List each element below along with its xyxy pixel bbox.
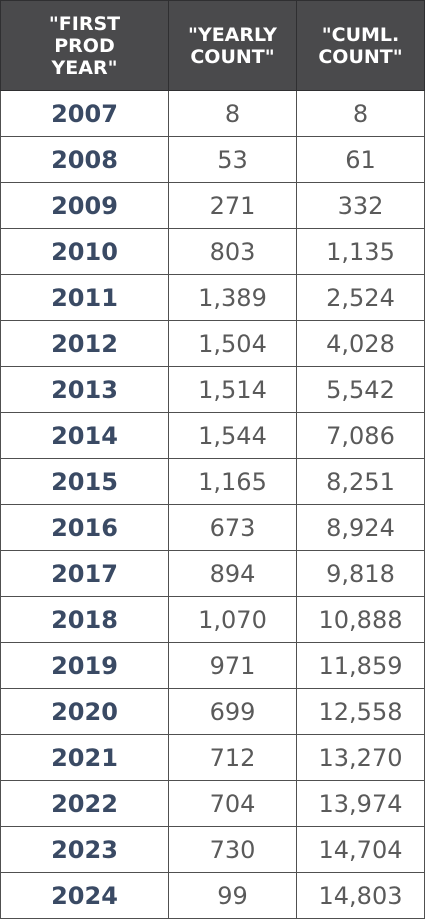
table-row: 2023 730 14,704 [0, 826, 425, 873]
header-line: "CUML. [321, 23, 400, 46]
cell-yearly-count: 99 [168, 872, 297, 919]
cell-first-prod-year: 2011 [0, 274, 169, 321]
cell-first-prod-year: 2017 [0, 550, 169, 597]
table-row: 2009 271 332 [0, 182, 425, 229]
cell-cuml-count: 9,818 [296, 550, 425, 597]
cell-first-prod-year: 2015 [0, 458, 169, 505]
cell-yearly-count: 803 [168, 228, 297, 275]
cell-cuml-count: 14,704 [296, 826, 425, 873]
header-line: "FIRST [48, 12, 121, 35]
cell-first-prod-year: 2022 [0, 780, 169, 827]
table-body: 2007 8 8 2008 53 61 2009 271 332 2010 803 1,135 2011… [0, 90, 425, 919]
cell-yearly-count: 1,544 [168, 412, 297, 459]
cell-cuml-count: 61 [296, 136, 425, 183]
header-line: YEAR" [51, 56, 118, 79]
cell-yearly-count: 1,514 [168, 366, 297, 413]
table-row: 2013 1,514 5,542 [0, 366, 425, 413]
cell-cuml-count: 14,803 [296, 872, 425, 919]
table-row: 2011 1,389 2,524 [0, 274, 425, 321]
cell-yearly-count: 894 [168, 550, 297, 597]
cell-yearly-count: 1,070 [168, 596, 297, 643]
table-row: 2014 1,544 7,086 [0, 412, 425, 459]
cell-yearly-count: 971 [168, 642, 297, 689]
cell-cuml-count: 7,086 [296, 412, 425, 459]
cell-first-prod-year: 2021 [0, 734, 169, 781]
cell-first-prod-year: 2014 [0, 412, 169, 459]
cell-first-prod-year: 2013 [0, 366, 169, 413]
cell-first-prod-year: 2019 [0, 642, 169, 689]
header-yearly-count: "YEARLY COUNT" [168, 0, 297, 91]
cell-yearly-count: 704 [168, 780, 297, 827]
table-row: 2024 99 14,803 [0, 872, 425, 919]
cell-yearly-count: 730 [168, 826, 297, 873]
cell-yearly-count: 271 [168, 182, 297, 229]
cell-cuml-count: 2,524 [296, 274, 425, 321]
cell-first-prod-year: 2016 [0, 504, 169, 551]
cell-yearly-count: 712 [168, 734, 297, 781]
cell-first-prod-year: 2010 [0, 228, 169, 275]
cell-first-prod-year: 2012 [0, 320, 169, 367]
cell-first-prod-year: 2023 [0, 826, 169, 873]
cell-cuml-count: 5,542 [296, 366, 425, 413]
cell-first-prod-year: 2009 [0, 182, 169, 229]
cell-cuml-count: 13,974 [296, 780, 425, 827]
table-row: 2019 971 11,859 [0, 642, 425, 689]
cell-cuml-count: 4,028 [296, 320, 425, 367]
table-row: 2016 673 8,924 [0, 504, 425, 551]
cell-cuml-count: 13,270 [296, 734, 425, 781]
cell-cuml-count: 11,859 [296, 642, 425, 689]
cell-yearly-count: 1,165 [168, 458, 297, 505]
cell-first-prod-year: 2008 [0, 136, 169, 183]
header-line: COUNT" [190, 45, 275, 68]
table-row: 2022 704 13,974 [0, 780, 425, 827]
header-line: "YEARLY [188, 23, 277, 46]
cell-cuml-count: 8,924 [296, 504, 425, 551]
table-row: 2015 1,165 8,251 [0, 458, 425, 505]
cell-cuml-count: 332 [296, 182, 425, 229]
cell-first-prod-year: 2007 [0, 90, 169, 137]
cell-cuml-count: 12,558 [296, 688, 425, 735]
table-row: 2010 803 1,135 [0, 228, 425, 275]
header-line: COUNT" [318, 45, 403, 68]
cell-yearly-count: 8 [168, 90, 297, 137]
header-first-prod-year: "FIRST PROD YEAR" [0, 0, 169, 91]
cell-yearly-count: 1,504 [168, 320, 297, 367]
table-row: 2007 8 8 [0, 90, 425, 137]
cell-yearly-count: 53 [168, 136, 297, 183]
table-row: 2017 894 9,818 [0, 550, 425, 597]
cell-first-prod-year: 2020 [0, 688, 169, 735]
cell-cuml-count: 10,888 [296, 596, 425, 643]
cell-yearly-count: 673 [168, 504, 297, 551]
header-line: PROD [54, 34, 115, 57]
cell-yearly-count: 699 [168, 688, 297, 735]
cell-cuml-count: 8,251 [296, 458, 425, 505]
table-row: 2012 1,504 4,028 [0, 320, 425, 367]
table-row: 2021 712 13,270 [0, 734, 425, 781]
table-row: 2020 699 12,558 [0, 688, 425, 735]
table-row: 2008 53 61 [0, 136, 425, 183]
cell-first-prod-year: 2018 [0, 596, 169, 643]
cell-cuml-count: 1,135 [296, 228, 425, 275]
cell-first-prod-year: 2024 [0, 872, 169, 919]
header-row: "FIRST PROD YEAR" "YEARLY COUNT" "CUML. … [0, 0, 425, 91]
cell-cuml-count: 8 [296, 90, 425, 137]
header-cuml-count: "CUML. COUNT" [296, 0, 425, 91]
cell-yearly-count: 1,389 [168, 274, 297, 321]
table-row: 2018 1,070 10,888 [0, 596, 425, 643]
